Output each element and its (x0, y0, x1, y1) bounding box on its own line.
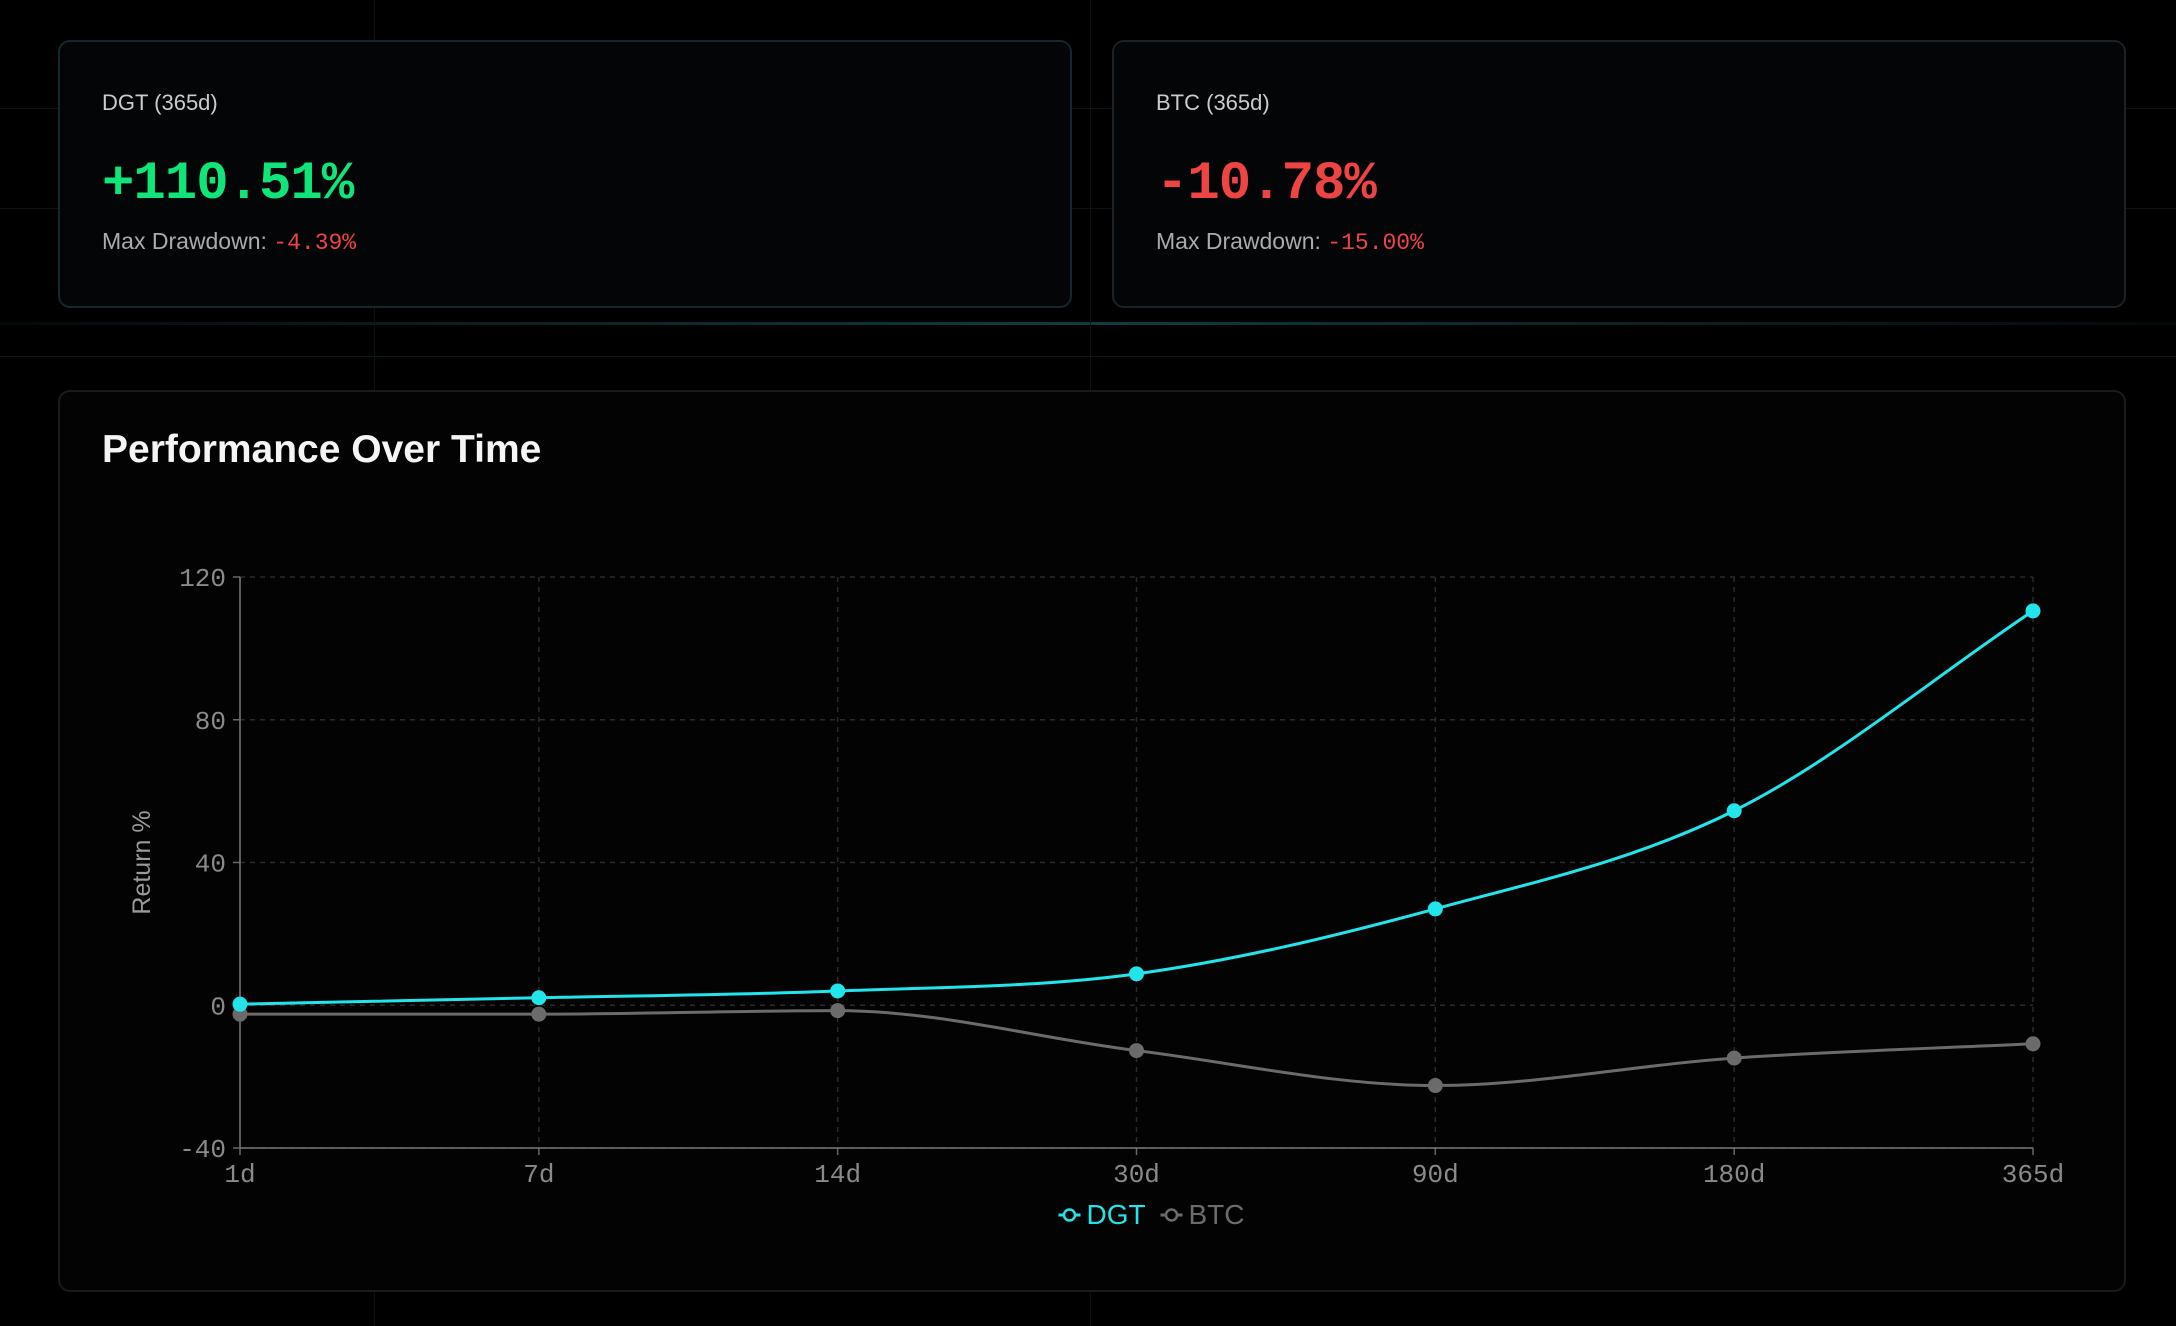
data-point-dgt (531, 990, 547, 1006)
data-point-btc (830, 1003, 846, 1019)
x-tick-label: 90d (1412, 1160, 1459, 1190)
max-drawdown: Max Drawdown: -4.39% (102, 228, 356, 256)
data-point-btc (1726, 1050, 1742, 1066)
chart-title: Performance Over Time (102, 428, 542, 471)
y-tick-label: 0 (210, 992, 226, 1022)
card-label: DGT (365d) (102, 90, 218, 115)
legend-label: DGT (1087, 1199, 1146, 1230)
bg-glow-line (0, 322, 2176, 325)
max-drawdown-label: Max Drawdown: (1156, 228, 1321, 254)
legend-marker-icon (1062, 1208, 1077, 1222)
data-point-dgt (1129, 966, 1144, 982)
max-drawdown-label: Max Drawdown: (102, 228, 267, 254)
max-drawdown-value: -4.39% (273, 230, 357, 256)
max-drawdown-value: -15.00% (1327, 230, 1424, 256)
bg-grid-line (0, 356, 2176, 357)
y-tick-label: 40 (195, 850, 226, 880)
dgt-stat-card: DGT (365d) +110.51% Max Drawdown: -4.39% (58, 40, 1072, 308)
data-point-dgt (1427, 901, 1443, 917)
legend-label: BTC (1189, 1199, 1245, 1230)
max-drawdown: Max Drawdown: -15.00% (1156, 228, 1424, 256)
data-point-btc (1129, 1043, 1144, 1059)
data-point-dgt (830, 983, 846, 999)
x-tick-label: 7d (523, 1160, 554, 1190)
legend-item-dgt: DGT (1058, 1199, 1146, 1230)
data-point-btc (1427, 1078, 1443, 1094)
data-point-btc (2025, 1036, 2041, 1052)
data-point-dgt (2025, 603, 2041, 619)
y-tick-label: 80 (195, 707, 226, 737)
y-axis-label: Return % (128, 810, 156, 914)
x-tick-label: 180d (1703, 1160, 1765, 1190)
legend-marker-icon (1164, 1208, 1179, 1222)
legend-item-btc: BTC (1160, 1199, 1245, 1230)
y-tick-label: -40 (179, 1135, 226, 1165)
x-tick-label: 365d (2002, 1160, 2064, 1190)
data-point-dgt (232, 996, 248, 1012)
data-point-dgt (1726, 803, 1742, 819)
data-point-btc (531, 1006, 547, 1022)
x-tick-label: 1d (224, 1160, 255, 1190)
card-label: BTC (365d) (1156, 90, 1270, 115)
y-tick-label: 120 (179, 564, 226, 594)
x-tick-label: 14d (814, 1160, 861, 1190)
return-value: +110.51% (102, 154, 354, 215)
performance-chart-card: Performance Over Time 120 80 40 0 -40 1d 7d 14d… (58, 390, 2126, 1292)
return-value: -10.78% (1156, 154, 1377, 215)
btc-stat-card: BTC (365d) -10.78% Max Drawdown: -15.00% (1112, 40, 2126, 308)
x-tick-label: 30d (1113, 1160, 1160, 1190)
